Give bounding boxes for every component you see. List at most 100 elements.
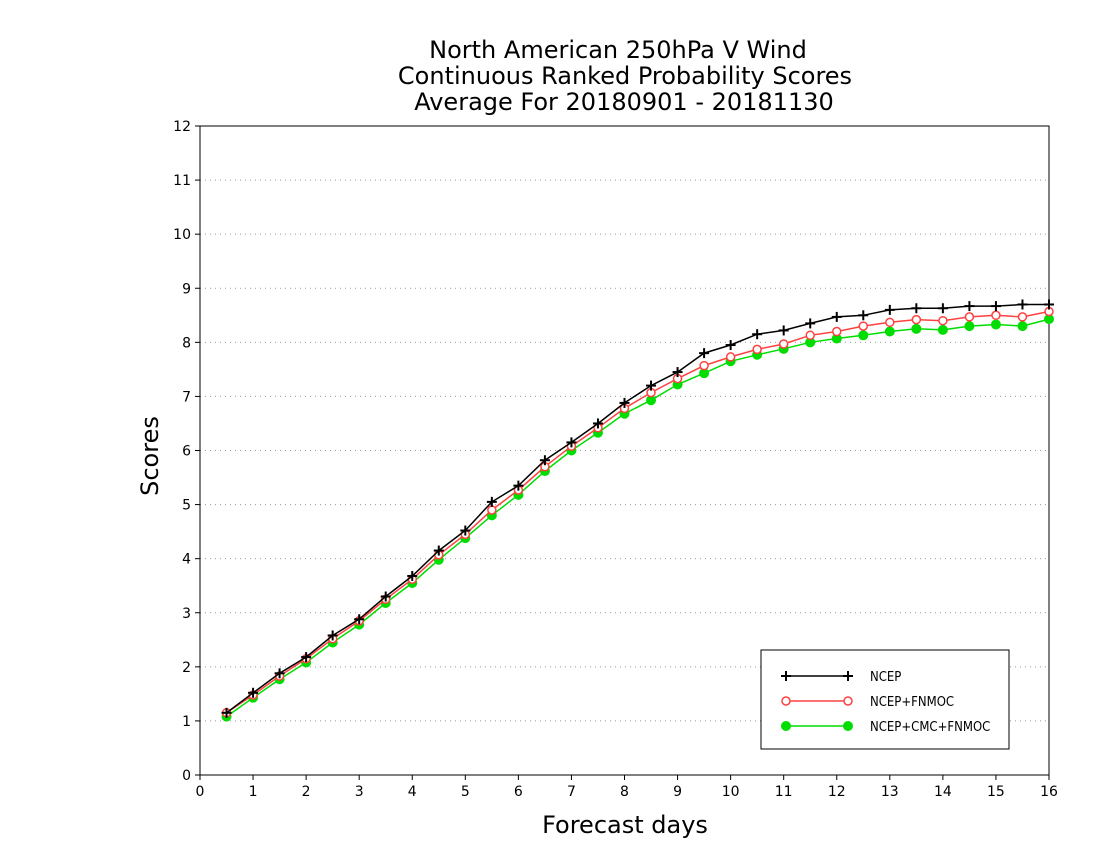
data-point [778,325,789,336]
y-tick-label: 8 [182,335,191,351]
x-tick-label: 2 [302,784,311,800]
data-point [778,339,789,349]
x-tick-label: 8 [620,784,629,800]
x-tick-label: 7 [567,784,576,800]
data-point [884,326,895,337]
y-tick-label: 12 [173,119,191,135]
x-tick-label: 16 [1040,784,1058,800]
x-axis-label: Forecast days [542,811,708,839]
data-point [911,314,922,325]
x-tick-label: 15 [987,784,1005,800]
data-point [1017,321,1028,332]
data-point [672,367,683,378]
title-line-3: Average For 20180901 - 20181130 [414,88,834,116]
x-tick-label: 11 [775,784,793,800]
x-axis: 0 1 2 3 4 5 6 7 8 9 10 11 12 13 14 15 16 [196,775,1058,800]
data-point [832,326,842,337]
y-tick-label: 2 [182,660,191,676]
chart-title: North American 250hPa V Wind Continuous … [398,36,852,116]
x-tick-label: 3 [355,784,364,800]
data-point [937,303,948,314]
data-point [752,344,762,355]
legend-marker [843,696,853,706]
legend-marker [843,671,853,681]
title-line-2: Continuous Ranked Probability Scores [398,62,852,90]
data-point [805,318,816,329]
data-point [938,315,948,326]
data-point [1044,299,1054,310]
y-tick-label: 11 [173,173,191,189]
x-tick-label: 13 [881,784,899,800]
legend-marker [781,721,791,731]
x-tick-label: 5 [461,784,470,800]
legend-entries [781,671,853,731]
data-point [884,304,895,315]
x-tick-label: 6 [514,784,523,800]
data-point [221,707,232,718]
y-tick-label: 1 [182,714,191,730]
y-tick-label: 9 [182,281,191,297]
legend-box [760,649,1010,750]
data-point [1017,299,1028,310]
data-point [699,360,709,371]
data-point [831,311,842,322]
data-point [539,455,550,466]
x-tick-label: 9 [673,784,682,800]
data-point [911,323,922,334]
data-point [725,352,736,362]
data-point [592,418,603,429]
legend: NCEP NCEP+FNMOC NCEP+CMC+FNMOC [760,649,1010,750]
series-layer [221,299,1054,722]
y-tick-label: 10 [173,227,191,243]
x-tick-label: 4 [408,784,417,800]
y-tick-label: 4 [182,552,191,568]
data-point [487,505,497,515]
data-point [964,301,975,312]
title-line-1: North American 250hPa V Wind [429,36,807,64]
data-point [513,480,524,491]
data-point [990,301,1001,312]
y-tick-label: 5 [182,498,191,514]
legend-label-ncep-fnmoc: NCEP+FNMOC [870,695,954,710]
x-tick-label: 10 [722,784,740,800]
data-point [752,329,763,340]
data-point [725,340,736,351]
legend-marker [781,671,791,681]
series-0 [221,299,1054,718]
data-point [460,525,471,536]
legend-label-ncep: NCEP [870,670,901,685]
data-point [354,614,365,625]
data-point [646,380,657,391]
data-point [937,324,948,335]
x-tick-label: 0 [196,784,205,800]
data-point [885,317,895,328]
x-tick-label: 12 [828,784,846,800]
data-point [964,321,975,332]
data-point [619,397,630,408]
legend-marker [781,696,791,706]
data-point [991,310,1001,321]
data-point [990,319,1001,330]
data-point [858,310,869,321]
y-tick-label: 6 [182,444,191,460]
data-point [566,437,577,448]
data-point [911,303,922,314]
data-point [301,652,312,663]
y-tick-label: 7 [182,389,191,405]
data-point [964,312,975,322]
y-tick-label: 0 [182,768,191,784]
data-point [805,330,815,341]
data-point [433,545,444,556]
data-point [1017,312,1028,322]
y-tick-label: 3 [182,606,191,622]
data-point [699,348,710,359]
data-point [486,496,497,507]
legend-marker [843,721,853,731]
y-axis-label: Scores [136,416,164,496]
data-point [858,321,869,331]
x-tick-label: 1 [249,784,258,800]
data-point [274,668,285,679]
legend-label-ncep-cmc-fnmoc: NCEP+CMC+FNMOC [870,720,990,735]
